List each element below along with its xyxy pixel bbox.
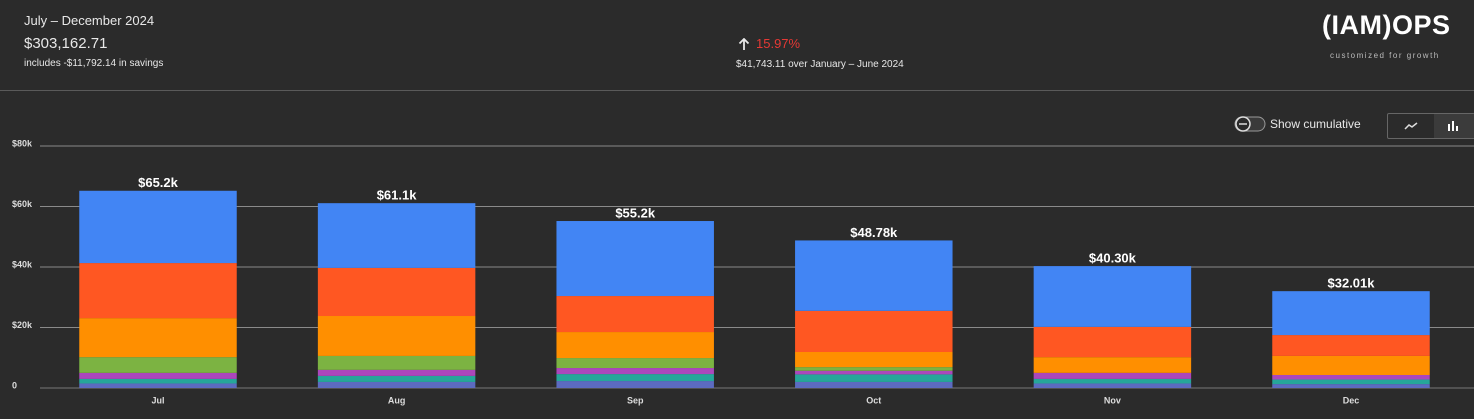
bar-segment	[317, 267, 476, 317]
bar-view-button[interactable]	[1434, 114, 1474, 138]
bar-segment	[1272, 291, 1430, 336]
change-note: $41,743.11 over January – June 2024	[736, 59, 904, 70]
bar-segment	[556, 374, 714, 382]
x-tick-label: Aug	[388, 395, 406, 405]
bar-segment	[556, 381, 714, 388]
bar-segment	[1272, 355, 1430, 375]
bar-segment	[79, 357, 237, 373]
change: 15.97%	[756, 36, 801, 51]
bar-segment	[556, 368, 714, 375]
x-tick-label: Oct	[866, 395, 881, 405]
line-view-button[interactable]	[1388, 114, 1434, 138]
bar-segment	[556, 358, 714, 369]
bar-segment	[1272, 379, 1430, 385]
bar-segment	[1272, 335, 1430, 356]
total-label: $48.78k	[850, 225, 898, 240]
tagline: customized for growth	[1330, 51, 1440, 60]
total-label: $65.2k	[138, 175, 179, 190]
bar-segment	[1033, 383, 1192, 388]
bar-segment	[1033, 266, 1192, 327]
divider	[0, 90, 1474, 91]
bar-segment	[79, 318, 237, 358]
bar-segment	[1033, 326, 1192, 358]
bar-segment	[79, 383, 237, 388]
bar-segment	[795, 381, 953, 388]
bar-segment	[317, 203, 476, 268]
period: July – December 2024	[24, 13, 155, 28]
bar-segment	[317, 316, 476, 356]
toggle-label[interactable]: Show cumulative	[1270, 117, 1361, 131]
bar-segment	[556, 221, 714, 297]
bar-segment	[79, 190, 237, 264]
y-tick-label: $20k	[12, 320, 33, 330]
bar-segment	[317, 355, 476, 370]
bar-segment	[1033, 378, 1192, 384]
bar-segment	[79, 263, 237, 319]
savings-note: includes -$11,792.14 in savings	[24, 58, 164, 69]
bar-segment	[1272, 374, 1430, 380]
bar-segment	[556, 296, 714, 333]
total-label: $40.30k	[1089, 251, 1137, 266]
bar-segment	[795, 240, 953, 311]
bar-segment	[317, 375, 476, 382]
bar-segment	[795, 370, 953, 375]
x-tick-label: Dec	[1343, 395, 1360, 405]
view-switch	[1387, 113, 1474, 139]
y-tick-label: 0	[12, 380, 17, 390]
bar-segment	[795, 367, 953, 371]
toggle-switch[interactable]	[1234, 115, 1266, 133]
y-tick-label: $80k	[12, 138, 33, 148]
bar-segment	[1272, 384, 1430, 388]
bar-segment	[317, 381, 476, 388]
logo: (IAM)OPS	[1322, 10, 1451, 40]
bar-segment	[795, 374, 953, 382]
bar-segment	[1033, 357, 1192, 373]
total-label: $61.1k	[377, 188, 418, 203]
bar-segment	[79, 378, 237, 384]
bar-segment	[556, 332, 714, 359]
x-tick-label: Sep	[627, 395, 644, 405]
bar-segment	[317, 369, 476, 376]
bar-segment	[795, 352, 953, 368]
x-tick-label: Jul	[151, 395, 164, 405]
y-tick-label: $40k	[12, 259, 33, 269]
y-tick-label: $60k	[12, 199, 33, 209]
total: $303,162.71	[24, 35, 108, 52]
total-label: $32.01k	[1328, 276, 1376, 291]
total-label: $55.2k	[615, 205, 656, 220]
bar-segment	[79, 372, 237, 379]
x-tick-label: Nov	[1104, 395, 1121, 405]
bar-segment	[795, 310, 953, 353]
bar-segment	[1033, 372, 1192, 379]
up-arrow	[738, 38, 750, 50]
